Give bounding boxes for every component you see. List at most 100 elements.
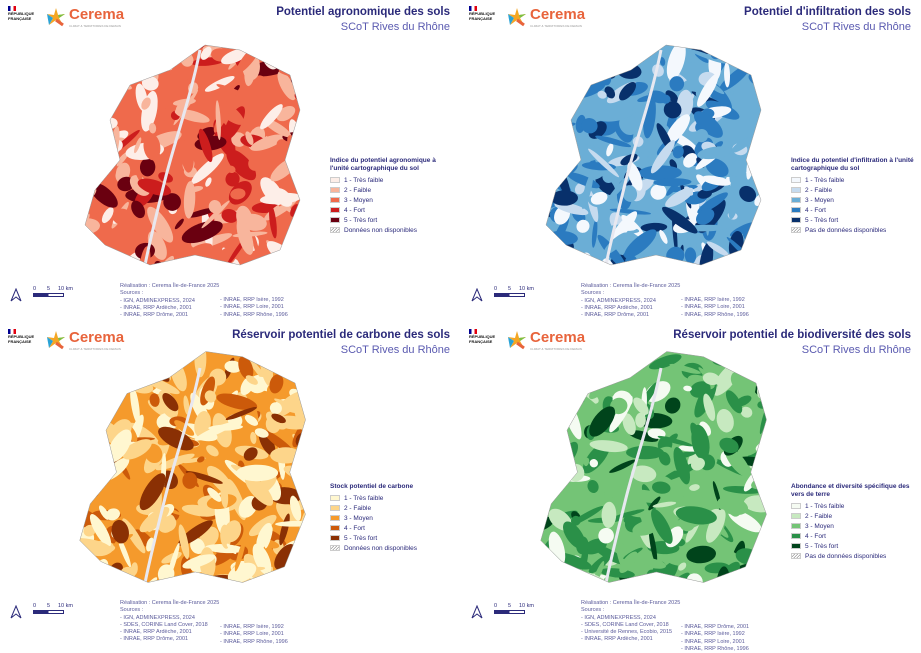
soil-unit-patch bbox=[83, 386, 94, 398]
soil-unit-patch bbox=[98, 505, 110, 520]
source-item: - INRAE, RRP Drôme, 2001 bbox=[681, 624, 750, 630]
soil-unit-patch bbox=[87, 470, 98, 490]
soil-unit-patch bbox=[253, 75, 273, 102]
soil-unit-patch bbox=[83, 569, 116, 583]
soil-unit-patch bbox=[224, 360, 242, 373]
soil-unit-patch bbox=[646, 266, 673, 278]
legend-swatch bbox=[330, 515, 340, 521]
soil-unit-patch bbox=[139, 46, 149, 64]
legend-swatch bbox=[330, 505, 340, 511]
soil-unit-patch bbox=[589, 406, 616, 437]
legend-label: 1 - Très faible bbox=[344, 494, 384, 502]
soil-unit-patch bbox=[79, 441, 87, 477]
sources-label: Sources : bbox=[120, 607, 144, 614]
soil-unit-patch bbox=[659, 229, 668, 244]
soil-unit-patch bbox=[540, 361, 557, 395]
soil-unit-patch bbox=[200, 376, 216, 406]
soil-unit-patch bbox=[293, 488, 306, 511]
soil-unit-patch bbox=[85, 54, 89, 92]
soil-unit-patch bbox=[588, 148, 620, 178]
source-item: - INRAE, RRP Drôme, 2001 bbox=[120, 312, 189, 319]
soil-unit-patch bbox=[583, 457, 590, 467]
cerema-logo: Cerema CLIMAT & TERRITOIRES DE DEMAIN bbox=[506, 6, 585, 28]
soil-unit-patch bbox=[747, 568, 761, 583]
soil-unit-patch bbox=[207, 465, 234, 496]
soil-unit-patch bbox=[731, 137, 752, 153]
legend-item-nodata: Pas de données disponibles bbox=[791, 225, 916, 235]
soil-unit-patch bbox=[306, 200, 313, 224]
soil-unit-patch bbox=[574, 182, 585, 195]
soil-unit-patch bbox=[147, 206, 174, 243]
soil-unit-patch bbox=[292, 354, 301, 368]
soil-unit-patch bbox=[85, 135, 106, 146]
soil-unit-patch bbox=[85, 259, 95, 265]
legend-swatch bbox=[791, 503, 801, 509]
legend-label: 3 - Moyen bbox=[344, 514, 373, 522]
map-title-main: Réservoir potentiel de carbone des sols bbox=[232, 329, 450, 341]
soil-unit-patch bbox=[260, 104, 283, 130]
soil-unit-patch bbox=[85, 174, 93, 185]
hatch-swatch bbox=[330, 227, 340, 233]
soil-unit-patch bbox=[592, 371, 612, 387]
soil-unit-patch bbox=[253, 259, 267, 265]
soil-unit-patch bbox=[248, 514, 277, 537]
soil-unit-patch bbox=[206, 445, 219, 457]
legend-label: Pas de données disponibles bbox=[805, 552, 887, 560]
republique-francaise-logo: RÉPUBLIQUE FRANÇAISE bbox=[8, 329, 38, 344]
soil-unit-patch bbox=[294, 555, 303, 567]
realisation-credit: Réalisation : Cerema Île-de-France 2025 bbox=[581, 600, 681, 606]
map-panel-biodiversity: RÉPUBLIQUE FRANÇAISE Cerema CLIMAT & TERR… bbox=[461, 323, 921, 652]
soil-unit-patch bbox=[295, 244, 300, 265]
soil-unit-patch bbox=[250, 431, 257, 444]
soil-unit-patch bbox=[664, 397, 681, 414]
choropleth-map bbox=[545, 44, 762, 278]
soil-unit-patch bbox=[158, 426, 194, 451]
soil-unit-patch bbox=[557, 393, 566, 406]
soil-unit-patch bbox=[719, 437, 739, 454]
hatch-swatch bbox=[330, 545, 340, 551]
soil-unit-patch bbox=[545, 436, 561, 454]
soil-unit-patch bbox=[651, 508, 673, 544]
soil-unit-patch bbox=[657, 435, 693, 447]
soil-unit-patch bbox=[85, 159, 109, 175]
soil-unit-patch bbox=[267, 45, 275, 52]
soil-unit-patch bbox=[669, 363, 701, 374]
soil-unit-patch bbox=[143, 133, 161, 161]
legend-swatch bbox=[791, 177, 801, 183]
soil-unit-patch bbox=[130, 385, 140, 424]
soil-unit-patch bbox=[162, 393, 179, 412]
soil-unit-patch bbox=[85, 133, 87, 145]
legend-swatch bbox=[791, 197, 801, 203]
soil-unit-patch bbox=[269, 402, 282, 415]
legend-item: 4 - Fort bbox=[330, 523, 455, 533]
soil-unit-patch bbox=[220, 483, 229, 509]
soil-unit-patch bbox=[208, 199, 222, 214]
sources-block: Réalisation : Cerema Île-de-France 2025 … bbox=[581, 283, 680, 319]
soil-unit-patch bbox=[129, 263, 136, 265]
soil-unit-patch bbox=[248, 154, 264, 171]
legend-label: 5 - Très fort bbox=[805, 216, 839, 224]
soil-unit-patch bbox=[744, 351, 767, 368]
source-item: - IGN, ADMINEXPRESS, 2024 bbox=[120, 614, 195, 621]
legend-item: 4 - Fort bbox=[330, 205, 455, 215]
soil-unit-patch bbox=[301, 375, 306, 402]
legend-item: 3 - Moyen bbox=[791, 521, 916, 531]
sources-block-2: - INRAE, RRP Isère, 1992- INRAE, RRP Loi… bbox=[681, 297, 749, 319]
legend-title: Indice du potentiel d'infiltration à l'u… bbox=[791, 157, 914, 172]
soil-unit-patch bbox=[223, 520, 242, 543]
source-item: - INRAE, RRP Isère, 1992 bbox=[681, 297, 745, 303]
soil-unit-patch bbox=[119, 374, 136, 389]
soil-unit-patch bbox=[85, 109, 92, 127]
soil-unit-patch bbox=[82, 564, 96, 578]
soil-unit-patch bbox=[89, 514, 112, 547]
soil-unit-patch bbox=[85, 45, 100, 67]
soil-unit-patch bbox=[606, 143, 614, 157]
soil-unit-patch bbox=[80, 357, 97, 372]
soil-unit-patch bbox=[650, 184, 667, 200]
source-item: - INRAE, RRP Drôme, 2001 bbox=[120, 636, 189, 643]
soil-unit-patch bbox=[94, 91, 112, 107]
soil-unit-patch bbox=[252, 581, 265, 583]
soil-unit-patch bbox=[641, 558, 667, 569]
legend-item: 4 - Fort bbox=[791, 531, 916, 541]
legend-item-nodata: Données non disponibles bbox=[330, 225, 455, 235]
